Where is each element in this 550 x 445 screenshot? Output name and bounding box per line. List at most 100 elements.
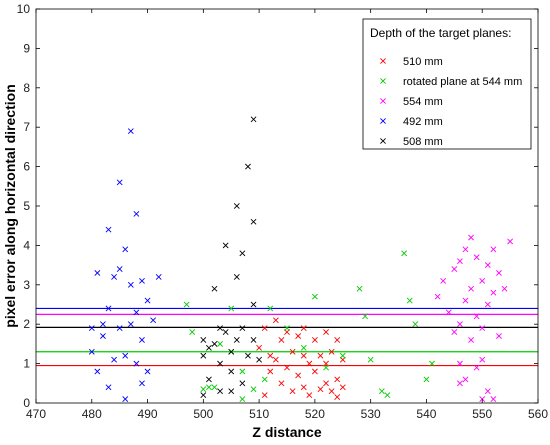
data-point (300, 352, 307, 359)
data-point (429, 360, 435, 367)
y-tick-label: 7 (23, 120, 30, 134)
data-point (105, 384, 112, 391)
data-point (339, 352, 346, 359)
data-point (233, 274, 240, 280)
data-point (211, 285, 218, 292)
x-tick-label: 470 (26, 407, 46, 421)
data-point (250, 386, 257, 393)
y-axis-label: pixel error along horizontal direction (2, 84, 18, 327)
data-point (272, 356, 279, 363)
y-tick-label: 0 (23, 396, 30, 410)
data-point (200, 352, 207, 359)
legend-entry-label: 510 mm (403, 56, 443, 68)
data-point (462, 246, 469, 253)
data-point (412, 321, 419, 328)
data-point (245, 163, 251, 170)
data-point (250, 116, 257, 123)
y-tick-label: 5 (23, 199, 30, 213)
data-point (473, 313, 480, 320)
data-point (139, 337, 145, 343)
data-point (111, 356, 118, 363)
data-point (228, 368, 235, 375)
legend-marker (380, 98, 386, 104)
data-point (133, 210, 140, 217)
data-point (501, 285, 508, 292)
data-point (127, 321, 134, 328)
data-point (456, 258, 463, 265)
legend-entry-label: 492 mm (403, 116, 443, 128)
data-point (239, 368, 246, 375)
data-point (451, 329, 458, 335)
data-point (278, 337, 285, 343)
legend-entry-label: rotated plane at 544 mm (403, 76, 522, 88)
x-tick-label: 540 (416, 407, 436, 421)
data-point (362, 313, 369, 320)
data-point (334, 337, 341, 343)
data-point (496, 333, 502, 339)
data-point (272, 317, 279, 324)
data-point (200, 392, 207, 399)
data-point (479, 356, 486, 363)
data-point (144, 368, 151, 375)
data-point (473, 364, 480, 371)
data-point (334, 394, 341, 401)
data-point (100, 333, 106, 339)
data-point (217, 340, 223, 347)
data-point (490, 246, 497, 253)
data-point (284, 325, 290, 332)
legend-marker (380, 138, 386, 144)
data-point (150, 317, 157, 324)
data-point (473, 254, 480, 261)
data-point (189, 329, 196, 335)
data-point (122, 352, 129, 359)
data-point (127, 281, 134, 288)
data-point (139, 277, 145, 284)
data-point (217, 325, 223, 332)
legend-entry-label: 508 mm (403, 136, 443, 148)
data-point (100, 321, 106, 328)
data-point (278, 380, 285, 387)
data-point (300, 344, 307, 351)
data-point (133, 360, 140, 367)
data-point (205, 344, 212, 351)
legend: Depth of the target planes: 510 mm rotate… (362, 18, 532, 150)
data-point (239, 396, 246, 402)
data-point (406, 297, 413, 304)
data-point (111, 274, 118, 280)
data-point (267, 305, 274, 312)
data-point (261, 325, 268, 332)
x-axis-label: Z distance (252, 424, 321, 440)
data-point (122, 246, 129, 253)
data-point (490, 289, 497, 296)
y-axis-ticks: 0 1 2 3 4 5 6 7 8 9 10 (17, 2, 538, 410)
data-point (479, 277, 486, 284)
data-point (328, 348, 335, 355)
x-axis-ticks: 470 480 490 500 510 520 530 540 550 560 (26, 9, 548, 421)
y-tick-label: 6 (23, 160, 30, 174)
data-point (295, 372, 302, 379)
data-point (122, 396, 129, 402)
data-point (261, 392, 268, 399)
data-point (284, 364, 290, 371)
data-point (256, 344, 263, 351)
data-point (261, 376, 268, 383)
data-point (423, 376, 430, 383)
data-point (328, 388, 335, 395)
data-point (456, 360, 463, 367)
x-tick-label: 520 (305, 407, 325, 421)
y-tick-label: 3 (23, 278, 30, 292)
data-point (200, 337, 207, 343)
data-point (116, 179, 123, 186)
data-point (139, 380, 145, 387)
data-point (451, 266, 458, 272)
data-point (434, 293, 441, 300)
data-point (289, 388, 296, 395)
data-point (384, 392, 391, 399)
data-point (378, 388, 385, 395)
y-tick-label: 8 (23, 81, 30, 95)
data-point (239, 380, 246, 387)
data-point (233, 203, 240, 209)
x-tick-label: 490 (138, 407, 158, 421)
legend-marker (380, 78, 386, 84)
